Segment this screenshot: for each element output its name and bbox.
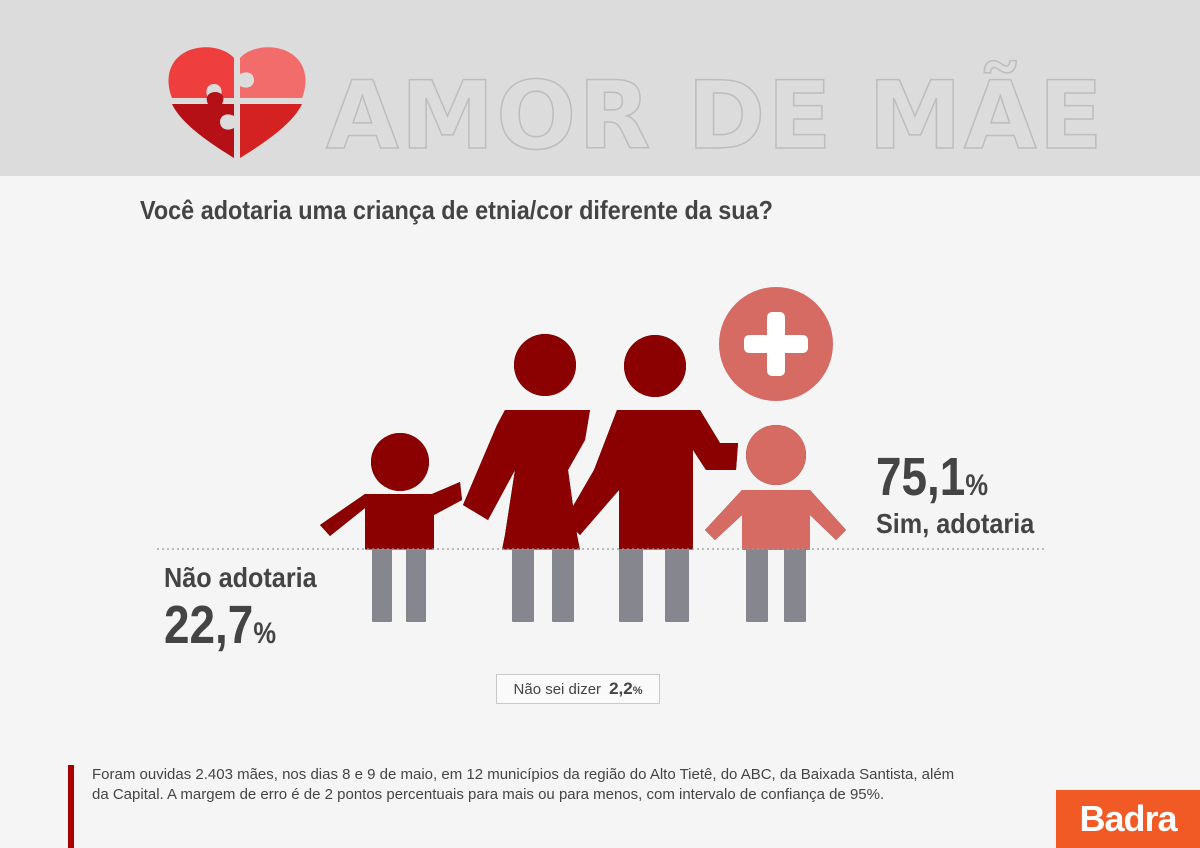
nao-label: Não adotaria [164,562,317,593]
nao-sei-value: 2,2% [609,679,643,698]
puzzle-heart-icon [168,47,306,158]
nao-sei-box: Não sei dizer 2,2% [496,674,660,704]
plus-icon [719,287,833,401]
page-title: AMOR DE MÃE [325,61,1105,172]
nao-value: 22,7% [164,595,277,655]
chart-title: Você adotaria uma criança de etnia/cor d… [140,195,773,225]
footnote-accent-bar [68,765,74,848]
badra-logo: Badra [1056,790,1200,848]
sim-label: Sim, adotaria [876,508,1035,539]
footnote: Foram ouvidas 2.403 mães, nos dias 8 e 9… [92,766,955,803]
header-band: AMOR DE MÃE [0,0,1200,176]
nao-sei-label: Não sei dizer [513,680,602,698]
sim-value: 75,1% [876,447,989,507]
